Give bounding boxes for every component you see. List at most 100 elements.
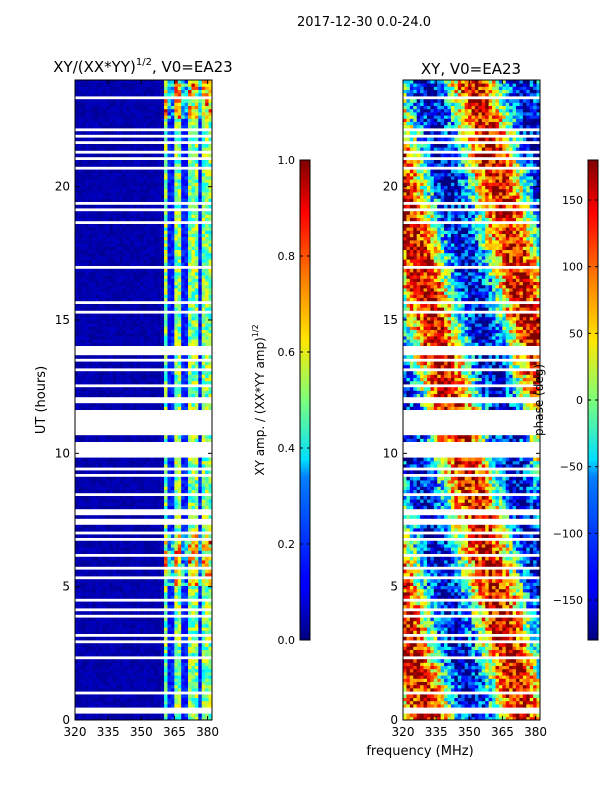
left-heatmap-cell — [95, 179, 100, 183]
left-heatmap-cell — [143, 464, 148, 468]
left-heatmap-cell — [157, 256, 162, 260]
left-heatmap-cell — [143, 560, 148, 564]
left-heatmap-cell — [81, 560, 86, 564]
left-heatmap-cell — [136, 169, 141, 174]
left-heatmap-cell — [95, 204, 100, 209]
left-heatmap-cell — [133, 390, 138, 394]
left-heatmap-cell — [160, 499, 165, 503]
left-heatmap-cell — [205, 502, 209, 506]
left-heatmap-cell — [181, 332, 185, 337]
left-heatmap-cell — [198, 374, 203, 378]
left-heatmap-cell — [174, 460, 179, 465]
left-heatmap-cell — [133, 320, 138, 324]
left-heatmap-cell — [129, 572, 134, 577]
left-heatmap-cell — [170, 371, 175, 375]
left-heatmap-cell — [157, 339, 162, 343]
left-heatmap-cell — [81, 342, 86, 346]
left-heatmap-cell — [78, 524, 83, 529]
left-heatmap-cell — [198, 540, 203, 545]
left-heatmap-cell — [188, 550, 192, 554]
left-heatmap-cell — [112, 486, 117, 490]
left-heatmap-cell — [191, 316, 196, 321]
left-heatmap-cell — [102, 659, 107, 663]
left-heatmap-cell — [198, 563, 203, 567]
left-heatmap-cell — [174, 185, 179, 190]
left-heatmap-cell — [164, 624, 168, 628]
left-heatmap-cell — [109, 163, 114, 167]
left-heatmap-cell — [92, 697, 96, 702]
left-heatmap-cell — [109, 592, 114, 596]
left-heatmap-cell — [167, 544, 172, 548]
left-heatmap-cell — [95, 480, 100, 484]
left-heatmap-cell — [140, 435, 144, 439]
left-heatmap-cell — [160, 569, 165, 574]
left-heatmap-cell — [170, 406, 175, 410]
left-heatmap-cell — [146, 611, 151, 615]
left-heatmap-cell — [133, 486, 138, 490]
left-heatmap-cell — [75, 329, 79, 334]
left-heatmap-cell — [170, 246, 175, 250]
left-heatmap-cell — [75, 470, 79, 474]
left-heatmap-cell — [160, 697, 165, 702]
left-heatmap-cell — [88, 476, 93, 481]
left-heatmap-cell — [164, 438, 168, 442]
left-heatmap-cell — [122, 198, 127, 202]
left-heatmap-cell — [146, 697, 151, 702]
left-heatmap-cell — [170, 528, 175, 532]
left-heatmap-cell — [129, 169, 134, 174]
left-heatmap-cell — [143, 342, 148, 346]
left-heatmap-cell — [102, 336, 107, 340]
left-heatmap-cell — [164, 342, 168, 346]
left-heatmap-cell — [95, 281, 100, 286]
left-heatmap-cell — [205, 336, 209, 340]
left-heatmap-cell — [208, 211, 212, 215]
left-heatmap-cell — [78, 185, 83, 190]
left-heatmap-cell — [181, 387, 185, 391]
left-heatmap-cell — [140, 243, 144, 247]
left-heatmap-cell — [136, 672, 141, 676]
left-heatmap-cell — [140, 374, 144, 378]
left-heatmap-cell — [194, 182, 199, 186]
left-heatmap-cell — [184, 188, 189, 193]
left-heatmap-cell — [116, 214, 120, 218]
left-heatmap-cell — [167, 620, 172, 625]
left-heatmap-cell — [78, 192, 83, 196]
left-heatmap-cell — [75, 185, 79, 190]
left-heatmap-cell — [129, 662, 134, 666]
left-heatmap-cell — [136, 480, 141, 484]
left-heatmap-cell — [112, 240, 117, 244]
left-heatmap-cell — [95, 665, 100, 670]
left-heatmap-cell — [88, 489, 93, 494]
left-heatmap-cell — [95, 524, 100, 529]
left-heatmap-cell — [109, 678, 114, 682]
left-heatmap-cell — [205, 304, 209, 308]
left-heatmap-cell — [109, 688, 114, 692]
left-heatmap-cell — [133, 249, 138, 254]
left-heatmap-cell — [116, 636, 120, 641]
left-heatmap-cell — [133, 544, 138, 548]
left-heatmap-cell — [205, 214, 209, 218]
left-heatmap-cell — [92, 316, 96, 321]
left-heatmap-cell — [75, 364, 79, 369]
left-heatmap-cell — [157, 364, 162, 369]
left-heatmap-cell — [92, 499, 96, 503]
left-heatmap-cell — [181, 297, 185, 302]
left-heatmap-cell — [92, 342, 96, 346]
left-heatmap-cell — [140, 192, 144, 196]
left-heatmap-cell — [81, 246, 86, 250]
left-heatmap-cell — [198, 188, 203, 193]
left-heatmap-cell — [160, 438, 165, 442]
left-heatmap-cell — [188, 540, 192, 545]
left-heatmap-cell — [81, 496, 86, 500]
left-heatmap-cell — [133, 182, 138, 186]
left-heatmap-cell — [201, 672, 206, 676]
left-heatmap-cell — [140, 499, 144, 503]
left-heatmap-cell — [201, 620, 206, 625]
left-heatmap-cell — [133, 636, 138, 641]
left-heatmap-cell — [170, 652, 175, 657]
left-heatmap-cell — [167, 678, 172, 682]
left-heatmap-cell — [98, 697, 103, 702]
left-heatmap-cell — [188, 688, 192, 692]
left-heatmap-cell — [153, 371, 158, 375]
left-heatmap-cell — [136, 659, 141, 663]
